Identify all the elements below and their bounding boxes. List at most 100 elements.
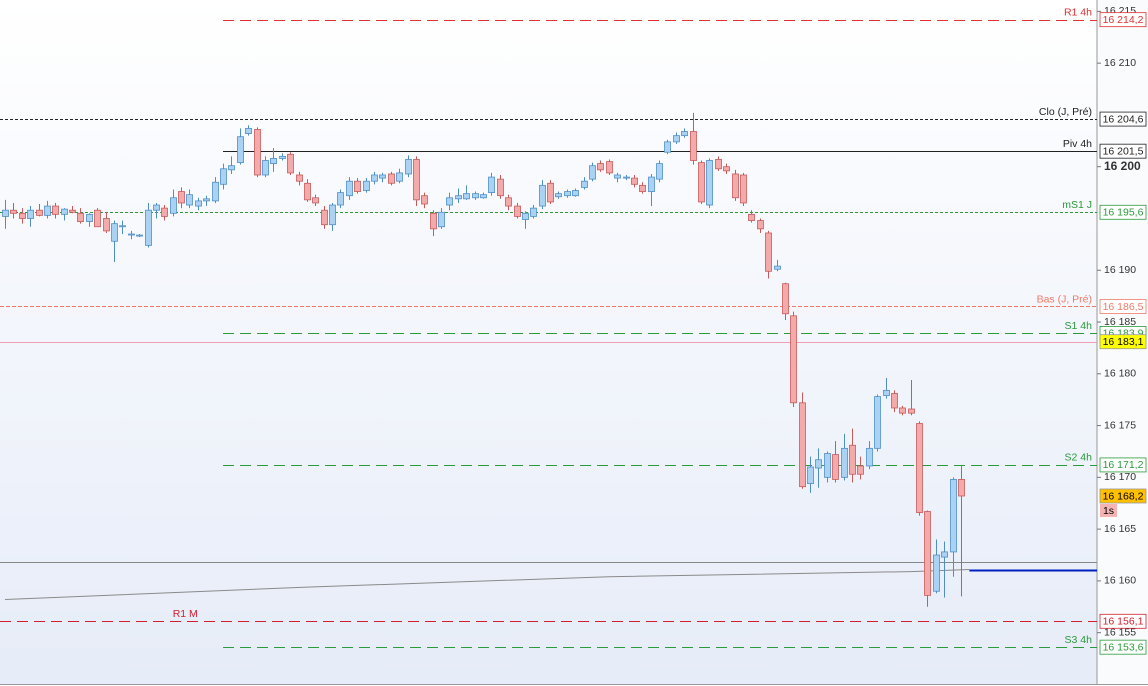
candle-body [706,160,713,206]
candle-body [824,453,831,478]
candle-body [212,181,219,202]
candle-body [220,168,227,185]
price-box [1099,334,1147,350]
y-tick-label: 16 190 [1104,264,1136,276]
candle-body [128,233,135,236]
candle-body [765,232,772,272]
candle-body [52,205,59,215]
candle-body [379,174,386,179]
candle-body [245,127,252,134]
y-tick-label: 16 185 [1104,316,1136,328]
candle-body [228,165,235,171]
candle-body [673,135,680,143]
candle-body [329,204,336,226]
candle-body [874,396,881,449]
candle-body [656,163,663,180]
candle-body [44,205,51,216]
candle-body [170,197,177,214]
candle-body [748,213,755,221]
candle-body [899,407,906,414]
candle-body [472,193,479,199]
candle-body [446,197,453,206]
level-label: mS1 J [1062,199,1092,211]
countdown-box [1100,503,1117,517]
candle-body [807,466,814,484]
candle-body [623,176,630,179]
candle-body [463,193,470,200]
candle-body [19,212,26,219]
price-box [1099,613,1147,629]
candle-body [111,223,118,242]
level-label: R1 4h [1064,6,1092,18]
price-box [1099,204,1147,220]
candle-body [2,209,9,217]
candle-body [178,191,185,204]
candle-body [891,393,898,409]
price-box [1099,299,1147,314]
price-box [1099,12,1147,28]
candle-body [119,225,126,228]
level-label: Piv 4h [1063,138,1092,150]
candle-body [941,551,948,558]
candle-body [388,173,395,184]
candle-body [790,315,797,404]
candle-body [86,213,93,222]
candle-body [363,180,370,191]
candle-body [254,129,261,176]
price-label: 16 168,2 [1103,490,1144,502]
price-label: 16 186,5 [1103,301,1144,313]
candle-body [438,211,445,228]
candle-body [514,205,521,217]
candle-body [337,192,344,206]
price-box [1099,111,1147,127]
candle-body [430,212,437,230]
price-label: 16 171,2 [1103,459,1144,471]
candle-body [883,389,890,396]
candle-body [639,184,646,192]
y-tick-label: 16 165 [1104,523,1136,535]
candle-body [547,182,554,203]
candle-body [321,209,328,226]
level-label: Clo (J, Pré) [1039,106,1092,118]
level-label: Bas (J, Pré) [1037,293,1092,305]
candle-body [396,172,403,182]
candle-body [497,178,504,197]
candle-body [866,447,873,467]
level-label: S2 4h [1065,452,1093,464]
candle-body [933,554,940,592]
candle-body [270,158,277,165]
price-box [1099,143,1147,159]
candle-body [950,479,957,553]
y-tick-label: 16 155 [1104,626,1136,638]
price-box [1099,639,1147,655]
candle-body [522,212,529,220]
candle-body [664,141,671,153]
y-tick-label: 16 160 [1104,575,1136,587]
candle-body [262,160,269,176]
candle-body [849,444,856,475]
level-label: S3 4h [1065,634,1093,646]
candle-body [296,174,303,182]
candle-body [581,180,588,188]
candle-body [916,423,923,513]
candle-body [908,408,915,414]
candle-body [740,174,747,204]
candle-body [153,204,160,211]
candle-body [924,511,931,596]
candle-body [237,136,244,163]
price-box [1099,488,1147,504]
candle-body [555,193,562,198]
candle-body [648,176,655,192]
candle-body [94,209,101,228]
price-label: 16 183,1 [1103,336,1144,348]
candle-body [606,161,613,174]
y-tick-label: 16 200 [1104,159,1141,173]
level-label: R1 M [173,608,198,620]
price-label: 16 195,6 [1103,207,1144,219]
candle-body [287,153,294,174]
candle-body [589,165,596,180]
y-tick-label: 16 210 [1104,57,1136,69]
candle-body [597,163,604,171]
